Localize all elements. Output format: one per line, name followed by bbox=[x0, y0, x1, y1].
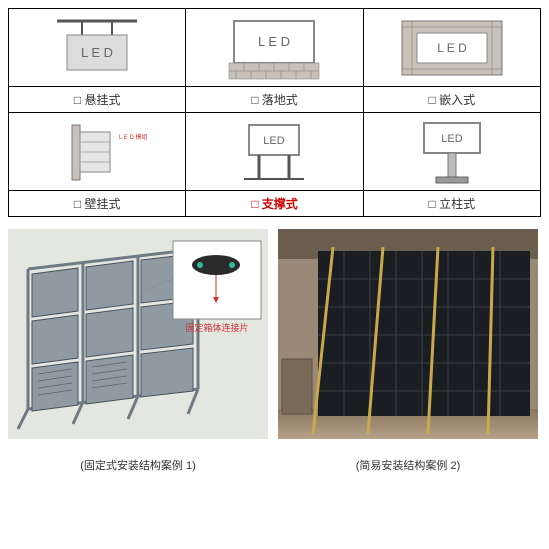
led-text: LED bbox=[264, 135, 285, 147]
cell-embedded-img: L E D bbox=[363, 9, 540, 87]
bullet: □ bbox=[251, 93, 258, 107]
cell-support-label: □ 支撑式 bbox=[186, 191, 363, 217]
caption-left: (固定式安装结构案例 1) bbox=[8, 457, 268, 473]
hanging-icon: L E D bbox=[37, 13, 157, 83]
label-text: 立柱式 bbox=[439, 197, 475, 211]
photo-fixed-structure: 固定箱体连接片 bbox=[8, 229, 268, 439]
cell-hanging-img: L E D bbox=[9, 9, 186, 87]
bullet: □ bbox=[74, 197, 81, 211]
led-text: L E D 模组 bbox=[119, 133, 147, 141]
cell-wall-img: L E D 模组 bbox=[9, 113, 186, 191]
bullet: □ bbox=[74, 93, 81, 107]
caption-right: (简易安装结构案例 2) bbox=[278, 457, 538, 473]
cell-column-img: LED bbox=[363, 113, 540, 191]
floor-icon: L E D bbox=[209, 13, 339, 83]
column-icon: LED bbox=[392, 117, 512, 187]
cell-wall-label: □ 壁挂式 bbox=[9, 191, 186, 217]
led-text: L E D bbox=[258, 34, 290, 49]
callout-text: 固定箱体连接片 bbox=[185, 322, 248, 333]
caption-row: (固定式安装结构案例 1) (简易安装结构案例 2) bbox=[8, 457, 541, 473]
wall-icon: L E D 模组 bbox=[37, 117, 157, 187]
label-text: 壁挂式 bbox=[84, 197, 120, 211]
led-text: L E D bbox=[437, 41, 467, 55]
embedded-icon: L E D bbox=[387, 13, 517, 83]
photo-row: 固定箱体连接片 bbox=[8, 229, 541, 439]
photo-simple-structure bbox=[278, 229, 538, 439]
bullet: □ bbox=[429, 197, 436, 211]
cell-column-label: □ 立柱式 bbox=[363, 191, 540, 217]
support-icon: LED bbox=[214, 117, 334, 187]
cell-support-img: LED bbox=[186, 113, 363, 191]
label-text: 落地式 bbox=[262, 93, 298, 107]
led-text: LED bbox=[441, 133, 462, 145]
cell-floor-label: □ 落地式 bbox=[186, 87, 363, 113]
bullet: □ bbox=[251, 197, 258, 211]
label-text: 支撑式 bbox=[262, 197, 298, 211]
cell-embedded-label: □ 嵌入式 bbox=[363, 87, 540, 113]
label-text: 嵌入式 bbox=[439, 93, 475, 107]
bullet: □ bbox=[429, 93, 436, 107]
cell-hanging-label: □ 悬挂式 bbox=[9, 87, 186, 113]
installation-type-table: L E D L E D bbox=[8, 8, 541, 217]
cell-floor-img: L E D bbox=[186, 9, 363, 87]
label-text: 悬挂式 bbox=[84, 93, 120, 107]
led-text: L E D bbox=[81, 45, 113, 60]
